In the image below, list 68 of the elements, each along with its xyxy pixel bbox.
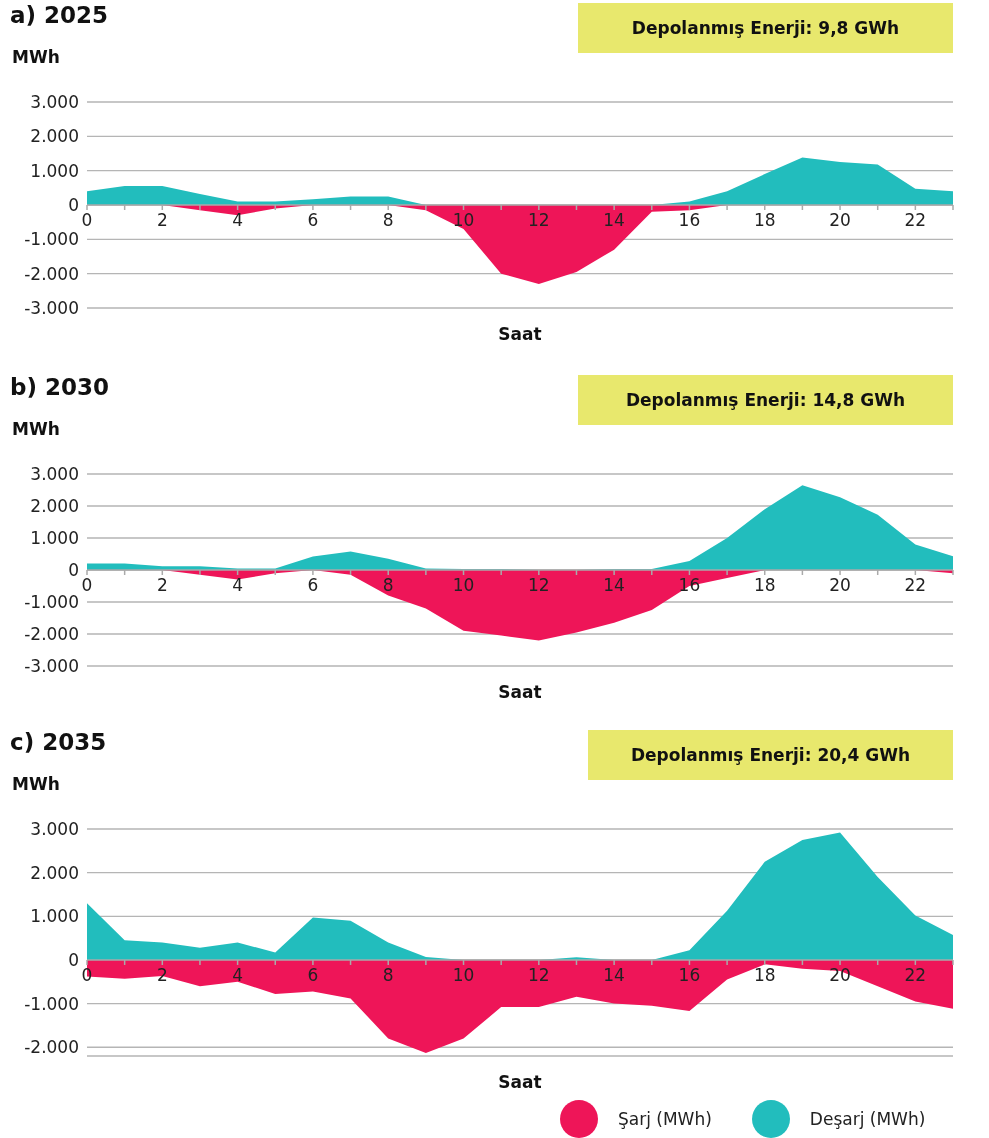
y-axis-title: MWh — [12, 774, 60, 794]
y-tick-label: 1.000 — [30, 160, 79, 181]
x-axis-title: Saat — [497, 324, 543, 344]
x-tick-label: 12 — [528, 575, 550, 595]
x-tick-label: 4 — [232, 575, 244, 595]
text: Depolanmış Enerji: 9,8 GWh — [578, 3, 953, 53]
y-tick-label: -1.000 — [24, 993, 79, 1014]
chart-title: a) 2025 — [10, 2, 109, 28]
x-axis-title: Saat — [497, 1072, 543, 1092]
x-tick-label: 2 — [156, 210, 168, 230]
x-tick-label: 16 — [678, 964, 701, 985]
y-tick-label: -2.000 — [24, 1037, 79, 1058]
x-tick-label: 22 — [904, 210, 927, 230]
legend-label: Şarj (MWh) — [618, 1109, 712, 1129]
y-tick-label: 0 — [68, 560, 79, 580]
x-tick-label: 10 — [452, 964, 475, 985]
x-tick-label: 6 — [307, 575, 319, 595]
x-tick-label: 22 — [904, 575, 927, 595]
x-axis-title: Saat — [497, 682, 543, 702]
y-axis-title: MWh — [12, 419, 60, 439]
x-tick-label: 2 — [156, 575, 168, 595]
y-tick-label: 1.000 — [30, 528, 79, 548]
x-tick-label: 16 — [678, 210, 701, 230]
chart-title: c) 2035 — [10, 729, 107, 755]
y-tick-label: -1.000 — [24, 229, 79, 250]
x-tick-label: 0 — [81, 210, 93, 230]
y-tick-label: -2.000 — [24, 624, 79, 644]
y-tick-label: 2.000 — [30, 126, 79, 147]
x-tick-label: 0 — [81, 964, 93, 985]
y-tick-label: 3.000 — [30, 92, 79, 112]
y-tick-label: 0 — [68, 195, 79, 215]
x-tick-label: 12 — [528, 210, 550, 230]
y-tick-label: 3.000 — [30, 819, 79, 839]
x-tick-label: 18 — [753, 575, 776, 595]
y-tick-label: 0 — [68, 949, 79, 970]
x-tick-label: 6 — [307, 210, 319, 230]
y-tick-label: -1.000 — [24, 592, 79, 612]
x-tick-label: 14 — [603, 210, 625, 230]
y-tick-label: 1.000 — [30, 906, 79, 927]
x-tick-label: 20 — [829, 575, 851, 595]
x-tick-label: 8 — [382, 575, 394, 595]
y-tick-label: -3.000 — [24, 656, 79, 676]
y-tick-label: -3.000 — [24, 298, 79, 318]
x-tick-label: 20 — [829, 210, 851, 230]
x-tick-label: 14 — [603, 964, 625, 985]
x-tick-label: 0 — [81, 575, 93, 595]
y-tick-label: 2.000 — [30, 862, 79, 883]
x-tick-label: 8 — [382, 210, 394, 230]
x-tick-label: 20 — [829, 964, 851, 985]
x-tick-label: 22 — [904, 964, 927, 985]
x-tick-label: 10 — [452, 575, 475, 595]
x-tick-label: 10 — [452, 210, 475, 230]
x-tick-label: 18 — [753, 210, 776, 230]
text: Depolanmış Enerji: 14,8 GWh — [578, 375, 953, 425]
y-axis-title: MWh — [12, 47, 60, 67]
x-tick-label: 18 — [753, 964, 776, 985]
x-tick-label: 6 — [307, 964, 319, 985]
legend-label: Deşarj (MWh) — [809, 1109, 926, 1129]
chart-title: b) 2030 — [10, 374, 109, 400]
x-tick-label: 4 — [232, 964, 244, 985]
x-tick-label: 14 — [603, 575, 625, 595]
x-tick-label: 12 — [528, 964, 550, 985]
x-tick-label: 4 — [232, 210, 244, 230]
y-tick-label: 2.000 — [30, 496, 79, 516]
x-tick-label: 8 — [382, 964, 394, 985]
y-tick-label: 3.000 — [30, 464, 79, 484]
y-tick-label: -2.000 — [24, 263, 79, 284]
text: Depolanmış Enerji: 20,4 GWh — [588, 730, 953, 780]
